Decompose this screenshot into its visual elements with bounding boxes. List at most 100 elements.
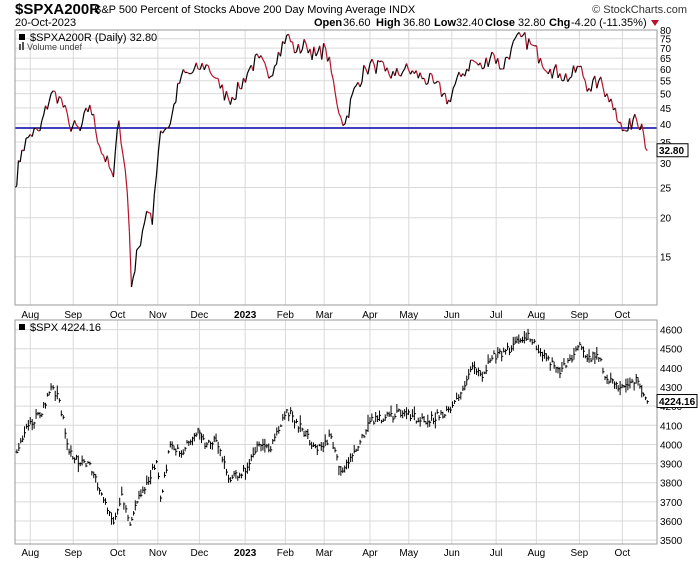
spx-y-tick: 3600 bbox=[660, 517, 683, 528]
breadth-line-segment bbox=[565, 73, 569, 82]
breadth-line-segment bbox=[157, 130, 162, 151]
breadth-line-segment bbox=[623, 129, 627, 132]
breadth-line-segment bbox=[274, 63, 277, 67]
breadth-line-segment bbox=[54, 91, 58, 104]
volume-legend: Volume undef bbox=[27, 42, 83, 52]
breadth-line-segment bbox=[323, 42, 327, 49]
breadth-line-segment bbox=[279, 41, 284, 57]
breadth-panel: 1520253035404550556065707580 AugSepOctNo… bbox=[14, 26, 689, 321]
breadth-line-segment bbox=[272, 66, 276, 76]
spx-x-tick: Sep bbox=[64, 548, 82, 559]
breadth-line-segment bbox=[338, 113, 342, 118]
breadth-line-segment bbox=[262, 59, 266, 64]
spx-last-value-box bbox=[656, 394, 698, 409]
breadth-line-segment bbox=[584, 80, 588, 92]
breadth-line-segment bbox=[112, 151, 116, 178]
breadth-line-segment bbox=[627, 118, 631, 131]
breadth-line-segment bbox=[58, 95, 62, 99]
breadth-line-segment bbox=[195, 62, 199, 70]
breadth-line-segment bbox=[474, 61, 477, 64]
breadth-x-axis: Aug Sep Oct Nov Dec 2023 Feb Mar Apr May Jun Jul Aug… bbox=[21, 310, 630, 321]
breadth-line-segment bbox=[136, 247, 139, 251]
breadth-line-segment bbox=[419, 72, 423, 79]
breadth-line-segment bbox=[122, 155, 126, 171]
breadth-line-segment bbox=[155, 150, 160, 176]
breadth-line-segment bbox=[56, 96, 60, 104]
breadth-line-segment bbox=[363, 64, 367, 70]
breadth-line-segment bbox=[313, 46, 317, 57]
breadth-line-segment bbox=[197, 68, 201, 71]
breadth-line-segment bbox=[315, 51, 319, 57]
close-label: Close bbox=[485, 17, 515, 29]
breadth-x-tick: May bbox=[399, 310, 418, 321]
close-value: 32.80 bbox=[518, 17, 546, 29]
spx-y-tick: 4000 bbox=[660, 440, 683, 451]
breadth-line-segment bbox=[600, 76, 604, 88]
breadth-line-segment bbox=[402, 68, 406, 73]
spx-x-tick: Aug bbox=[21, 548, 39, 559]
breadth-line-segment bbox=[229, 96, 233, 105]
spx-x-tick: Apr bbox=[362, 548, 378, 559]
breadth-line-segment bbox=[305, 44, 309, 54]
breadth-line-segment bbox=[348, 98, 352, 118]
breadth-line-segment bbox=[128, 231, 133, 287]
breadth-line-segment bbox=[551, 68, 555, 79]
breadth-line-segment bbox=[209, 72, 213, 76]
breadth-line-segment bbox=[48, 93, 52, 102]
breadth-line-segment bbox=[139, 230, 144, 246]
breadth-line-segment bbox=[132, 271, 136, 278]
breadth-line-segment bbox=[390, 71, 394, 79]
breadth-line-segment bbox=[382, 62, 386, 72]
breadth-line-segment bbox=[68, 123, 72, 132]
breadth-line-segment bbox=[431, 73, 435, 84]
breadth-line-segment bbox=[235, 81, 239, 100]
breadth-line-segment bbox=[503, 57, 507, 70]
breadth-legend: $SPXA200R (Daily) 32.80 bbox=[30, 32, 157, 44]
breadth-line-segment bbox=[520, 34, 524, 38]
breadth-line-segment bbox=[353, 85, 357, 89]
breadth-line-segment bbox=[336, 104, 340, 114]
breadth-line-segment bbox=[351, 87, 355, 95]
breadth-line-segment bbox=[19, 149, 23, 163]
breadth-line-segment bbox=[89, 104, 93, 116]
chart-title: S&P 500 Percent of Stocks Above 200 Day … bbox=[94, 4, 416, 16]
breadth-line-segment bbox=[435, 80, 439, 84]
breadth-line-segment bbox=[231, 96, 235, 100]
breadth-line-segment bbox=[60, 98, 64, 108]
breadth-y-tick: 20 bbox=[660, 214, 672, 225]
breadth-x-tick: Nov bbox=[149, 310, 167, 321]
breadth-line-segment bbox=[344, 115, 348, 125]
breadth-line-segment bbox=[381, 60, 384, 64]
open-label: Open bbox=[314, 17, 342, 29]
breadth-line-segment bbox=[377, 59, 381, 63]
breadth-line-segment bbox=[532, 44, 535, 47]
breadth-line-segment bbox=[130, 277, 134, 288]
breadth-line-segment bbox=[146, 210, 149, 214]
spx-last-value: 4224.16 bbox=[659, 397, 696, 408]
breadth-line-segment bbox=[252, 55, 256, 71]
breadth-line-segment bbox=[321, 42, 325, 60]
breadth-line-segment bbox=[39, 120, 43, 131]
breadth-line-segment bbox=[643, 133, 647, 149]
breadth-y-tick: 25 bbox=[660, 184, 672, 195]
breadth-line-segment bbox=[487, 58, 491, 67]
breadth-line-segment bbox=[141, 221, 146, 231]
breadth-line-segment bbox=[359, 81, 363, 88]
breadth-x-tick: Feb bbox=[277, 310, 295, 321]
breadth-line-segment bbox=[497, 58, 501, 70]
breadth-x-tick: Oct bbox=[615, 310, 631, 321]
breadth-line-segment bbox=[491, 51, 495, 55]
breadth-line-segment bbox=[512, 37, 516, 42]
breadth-line-segment bbox=[167, 123, 171, 129]
breadth-line-segment bbox=[207, 65, 211, 73]
breadth-x-tick: Jun bbox=[444, 310, 460, 321]
breadth-line-segment bbox=[102, 155, 106, 163]
breadth-line-segment bbox=[332, 80, 336, 94]
breadth-line-segment bbox=[151, 194, 155, 225]
chg-label: Chg bbox=[549, 17, 570, 29]
breadth-x-tick: Aug bbox=[527, 310, 545, 321]
breadth-line-segment bbox=[635, 119, 639, 128]
breadth-line-segment bbox=[454, 77, 458, 85]
breadth-line-segment bbox=[244, 73, 248, 83]
breadth-line-segment bbox=[106, 155, 110, 168]
